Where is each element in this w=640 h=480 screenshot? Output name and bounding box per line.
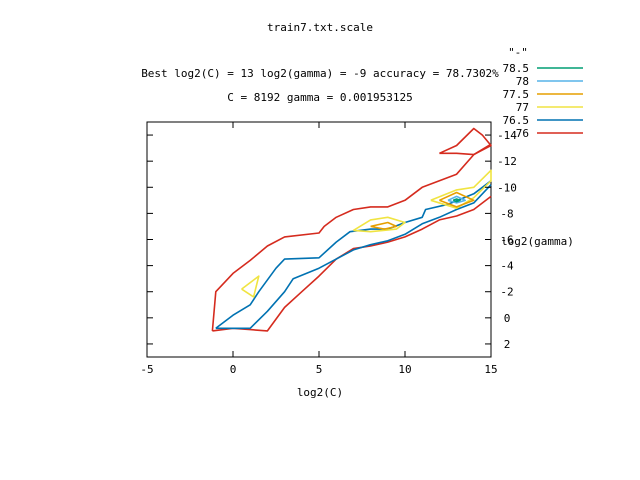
contour-76.5: [215, 184, 492, 330]
x-tick-label: -5: [140, 363, 153, 376]
y-tick-label: -8: [500, 207, 513, 220]
chart-subtitle-params: C = 8192 gamma = 0.001953125: [227, 91, 412, 104]
y-tick-label: -6: [500, 234, 513, 247]
x-axis-ticks: -5 0 5 10 15: [140, 122, 498, 376]
x-tick-label: 5: [316, 363, 323, 376]
contour-76.5: [215, 180, 492, 329]
y-tick-label: 2: [504, 338, 511, 351]
legend-label: 78.5: [503, 62, 530, 75]
y-tick-label: -10: [497, 181, 517, 194]
contour-76: [211, 143, 492, 331]
y-axis-ticks: -14 -12 -10 -8 -6 -4 -2 0 2: [147, 129, 517, 351]
x-tick-label: 0: [230, 363, 237, 376]
legend-title: "-": [508, 46, 528, 59]
chart-subtitle-best: Best log2(C) = 13 log2(gamma) = -9 accur…: [141, 67, 499, 80]
legend-label: 77.5: [503, 88, 530, 101]
y-tick-label: -2: [500, 286, 513, 299]
plot-frame: [146, 121, 492, 358]
contour-77: [241, 275, 260, 298]
y-tick-label: 0: [504, 312, 511, 325]
legend-label: 78: [516, 75, 529, 88]
x-tick-label: 10: [398, 363, 411, 376]
legend-label: 77: [516, 101, 529, 114]
y-tick-label: -14: [497, 129, 517, 142]
contour-lines: [211, 127, 492, 332]
x-tick-label: 15: [484, 363, 497, 376]
legend-label: 76.5: [503, 114, 530, 127]
legend-label: 76: [516, 127, 529, 140]
contour-78.5: [452, 198, 461, 203]
y-tick-label: -12: [497, 155, 517, 168]
y-axis-label: log2(gamma): [501, 235, 574, 248]
contour-76: [439, 127, 492, 156]
chart-title: train7.txt.scale: [267, 21, 373, 34]
contour-77: [352, 216, 406, 233]
contour-76: [212, 195, 492, 332]
contour-77.5: [370, 221, 398, 230]
contour-77.5: [439, 191, 475, 208]
y-tick-label: -4: [500, 260, 514, 273]
contour-78: [447, 195, 467, 204]
x-axis-label: log2(C): [297, 386, 343, 399]
